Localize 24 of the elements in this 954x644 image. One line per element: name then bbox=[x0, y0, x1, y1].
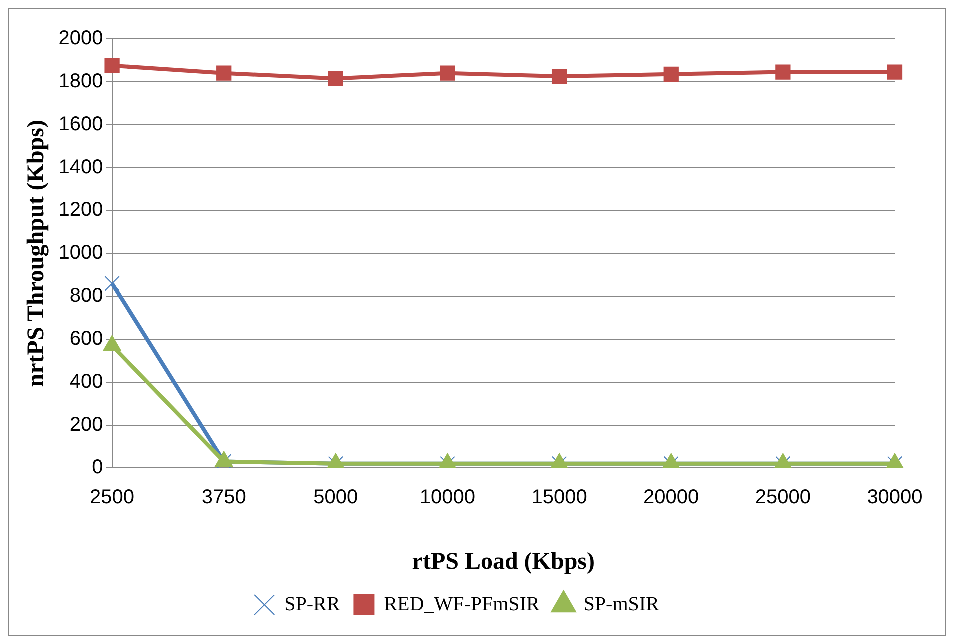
x-tick-label: 25000 bbox=[755, 486, 811, 509]
y-tick-label: 1800 bbox=[58, 70, 104, 92]
legend-label: SP-RR bbox=[284, 593, 341, 616]
legend-label: RED_WF-PFmSIR bbox=[384, 593, 540, 616]
y-axis-title: nrtPS Throughput (Kbps) bbox=[24, 120, 50, 388]
y-tick-label: 1600 bbox=[58, 113, 104, 136]
y-tick-label: 0 bbox=[92, 456, 104, 479]
y-tick-label: 1000 bbox=[58, 242, 104, 264]
y-tick-label: 400 bbox=[70, 370, 104, 393]
legend-label: SP-mSIR bbox=[584, 593, 660, 616]
x-tick-label: 2500 bbox=[90, 486, 135, 509]
x-tick-label: 5000 bbox=[314, 486, 358, 509]
x-axis-title: rtPS Load (Kbps) bbox=[412, 548, 595, 575]
x-tick-label: 15000 bbox=[532, 486, 588, 509]
x-tick-label: 10000 bbox=[420, 486, 476, 509]
y-tick-label: 600 bbox=[70, 328, 104, 350]
x-tick-label: 30000 bbox=[867, 486, 923, 509]
y-tick-label: 200 bbox=[70, 414, 104, 436]
y-tick-label: 1200 bbox=[58, 199, 104, 222]
x-tick-label: 20000 bbox=[644, 486, 700, 509]
x-tick-label: 3750 bbox=[202, 486, 246, 509]
y-tick-label: 1400 bbox=[58, 156, 104, 178]
y-tick-label: 2000 bbox=[58, 28, 104, 50]
y-tick-label: 800 bbox=[70, 285, 104, 308]
